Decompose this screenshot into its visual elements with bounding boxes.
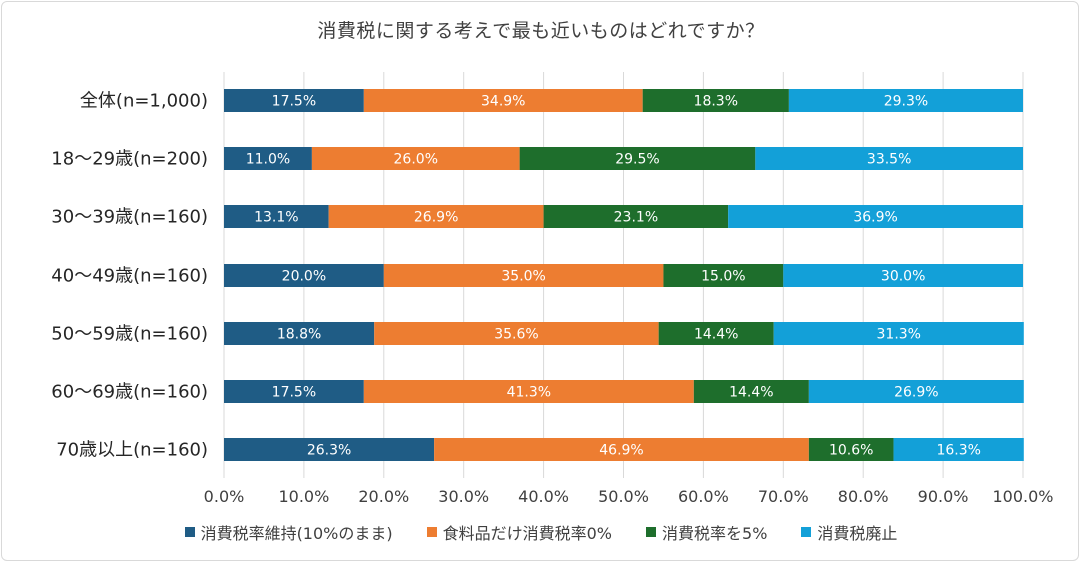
data-label: 31.3% (877, 327, 921, 343)
data-label: 36.9% (853, 210, 897, 226)
data-label: 23.1% (614, 210, 658, 226)
bar-segment (543, 205, 729, 228)
bar-segment (788, 89, 1023, 112)
bar-segment (224, 205, 329, 228)
category-label: 30～39歳(n=160) (51, 207, 208, 228)
bar-segment (224, 264, 384, 287)
data-label: 17.5% (272, 385, 316, 401)
data-label: 10.6% (829, 443, 873, 459)
data-label: 29.3% (884, 94, 928, 110)
x-tick-label: 100.0% (992, 487, 1053, 506)
bar-segment (224, 322, 375, 345)
legend-swatch (426, 527, 437, 537)
bar-segment (808, 380, 1024, 403)
data-label: 35.6% (494, 327, 538, 343)
chart-title: 消費税に関する考えで最も近いものはどれですか？ (317, 20, 765, 42)
data-label: 26.9% (414, 210, 458, 226)
x-tick-label: 90.0% (918, 487, 969, 506)
bar-segment (808, 438, 894, 461)
bar-segment (383, 264, 664, 287)
data-label: 26.9% (894, 385, 938, 401)
data-label: 18.8% (277, 327, 321, 343)
bar-segment (224, 89, 364, 112)
bar-segment (693, 380, 809, 403)
legend-item: 消費税率維持(10%のまま) (184, 520, 393, 544)
x-tick-label: 10.0% (278, 487, 329, 506)
x-tick-label: 20.0% (358, 487, 409, 506)
bar-segment (363, 89, 643, 112)
category-label: 40～49歳(n=160) (51, 266, 208, 287)
bar-segment (434, 438, 809, 461)
bar-segment (224, 147, 312, 170)
x-tick-label: 50.0% (598, 487, 649, 506)
legend-item: 消費税廃止 (801, 520, 897, 544)
data-label: 13.1% (254, 210, 298, 226)
legend-swatch (184, 527, 195, 537)
legend-label: 消費税廃止 (817, 524, 898, 543)
bar-segment (224, 438, 435, 461)
data-label: 41.3% (507, 385, 551, 401)
x-tick-label: 80.0% (838, 487, 889, 506)
category-label: 70歳以上(n=160) (56, 440, 208, 461)
x-tick-label: 40.0% (518, 487, 569, 506)
legend-label: 消費税率維持(10%のまま) (200, 524, 393, 543)
data-label: 17.5% (272, 94, 316, 110)
category-label: 50～59歳(n=160) (51, 324, 208, 345)
bar-segment (658, 322, 774, 345)
bar-segment (224, 380, 364, 403)
bar-segment (728, 205, 1023, 228)
data-label: 20.0% (282, 269, 326, 285)
data-label: 33.5% (867, 152, 911, 168)
data-label: 14.4% (694, 327, 738, 343)
data-label: 46.9% (599, 443, 643, 459)
bar-segment (663, 264, 784, 287)
bar-segment (783, 264, 1023, 287)
bar-segment (374, 322, 659, 345)
bar-segment (755, 147, 1023, 170)
category-label: 全体(n=1,000) (80, 91, 208, 112)
category-label: 18～29歳(n=200) (51, 149, 208, 170)
legend-item: 消費税率を5% (646, 520, 767, 544)
x-tick-label: 0.0% (204, 487, 245, 506)
legend-item: 食料品だけ消費税率0% (426, 520, 613, 544)
data-label: 26.3% (307, 443, 351, 459)
bar-segment (519, 147, 756, 170)
bar-segment (328, 205, 544, 228)
bar-segment (363, 380, 694, 403)
data-label: 15.0% (701, 269, 745, 285)
data-label: 11.0% (246, 152, 290, 168)
legend-swatch (801, 527, 812, 537)
data-label: 26.0% (394, 152, 438, 168)
bar-segment (642, 89, 789, 112)
x-tick-label: 30.0% (438, 487, 489, 506)
legend-label: 消費税率を5% (662, 524, 768, 543)
chart-legend: 消費税率維持(10%のまま) 食料品だけ消費税率0% 消費税率を5% 消費税廃止 (0, 520, 1082, 544)
category-label: 60～69歳(n=160) (51, 382, 208, 403)
data-label: 34.9% (481, 94, 525, 110)
data-label: 30.0% (881, 269, 925, 285)
data-label: 18.3% (694, 94, 738, 110)
data-label: 16.3% (936, 443, 980, 459)
data-label: 14.4% (729, 385, 773, 401)
bar-segment (311, 147, 520, 170)
bar-segment (893, 438, 1024, 461)
legend-label: 食料品だけ消費税率0% (442, 524, 613, 543)
bar-segment (773, 322, 1024, 345)
legend-swatch (646, 527, 657, 537)
data-label: 35.0% (501, 269, 545, 285)
x-tick-label: 60.0% (678, 487, 729, 506)
data-label: 29.5% (615, 152, 659, 168)
x-tick-label: 70.0% (758, 487, 809, 506)
